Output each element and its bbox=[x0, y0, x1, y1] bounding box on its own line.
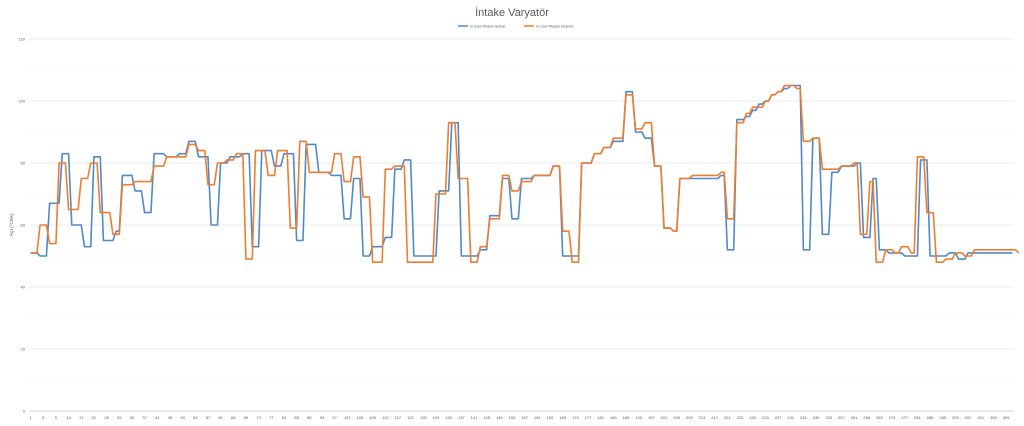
y-tick-label: 100 bbox=[18, 98, 25, 103]
x-tick-label: 121 bbox=[407, 415, 414, 420]
x-tick-label: 105 bbox=[357, 415, 364, 420]
x-tick-label: 285 bbox=[927, 415, 934, 420]
x-tick-label: 85 bbox=[294, 415, 299, 420]
x-tick-label: 101 bbox=[344, 415, 351, 420]
legend-entry-desired: In Cam Phaser Desired bbox=[524, 24, 573, 28]
x-tick-label: 273 bbox=[889, 415, 896, 420]
x-tick-label: 169 bbox=[559, 415, 566, 420]
x-tick-label: 301 bbox=[977, 415, 984, 420]
x-tick-label: 1 bbox=[29, 415, 32, 420]
x-tick-label: 293 bbox=[952, 415, 959, 420]
x-tick-label: 145 bbox=[483, 415, 490, 420]
x-tick-label: 73 bbox=[256, 415, 261, 420]
legend-entry-actual: In Cam Phaser Actual bbox=[458, 24, 505, 28]
chart-title: İntake Varyatör bbox=[475, 6, 549, 19]
series-line-desired bbox=[30, 84, 1020, 264]
series-lines bbox=[30, 84, 1020, 264]
y-tick-label: 40 bbox=[21, 284, 26, 289]
x-tick-label: 117 bbox=[395, 415, 402, 420]
x-tick-label: 125 bbox=[420, 415, 427, 420]
x-tick-label: 233 bbox=[762, 415, 769, 420]
x-tick-label: 25 bbox=[104, 415, 109, 420]
x-axis-ticks: 1 5 9 13 17 21 25 29 33 37 41 45 49 53 57 61 65 69 73 77 81 8… bbox=[29, 415, 1010, 420]
x-tick-label: 185 bbox=[610, 415, 617, 420]
y-tick-label: 80 bbox=[21, 160, 26, 165]
x-tick-label: 81 bbox=[282, 415, 287, 420]
x-tick-label: 305 bbox=[990, 415, 997, 420]
x-tick-label: 213 bbox=[699, 415, 706, 420]
x-tick-label: 29 bbox=[117, 415, 122, 420]
x-tick-label: 93 bbox=[320, 415, 325, 420]
x-tick-label: 129 bbox=[433, 415, 440, 420]
x-tick-label: 49 bbox=[180, 415, 185, 420]
x-tick-label: 77 bbox=[269, 415, 274, 420]
x-tick-label: 229 bbox=[749, 415, 756, 420]
x-tick-label: 237 bbox=[775, 415, 782, 420]
x-tick-label: 45 bbox=[168, 415, 173, 420]
x-tick-label: 109 bbox=[369, 415, 376, 420]
x-tick-label: 245 bbox=[800, 415, 807, 420]
x-tick-label: 153 bbox=[509, 415, 516, 420]
x-tick-label: 281 bbox=[914, 415, 921, 420]
y-axis-label: AÇI (°CRK) bbox=[9, 213, 14, 237]
x-tick-label: 89 bbox=[307, 415, 312, 420]
gridlines bbox=[29, 38, 1014, 412]
x-tick-label: 97 bbox=[332, 415, 337, 420]
x-tick-label: 149 bbox=[496, 415, 503, 420]
x-tick-label: 113 bbox=[382, 415, 389, 420]
legend: In Cam Phaser Actual In Cam Phaser Desir… bbox=[458, 24, 573, 28]
x-tick-label: 17 bbox=[79, 415, 84, 420]
x-tick-label: 65 bbox=[231, 415, 236, 420]
x-tick-label: 177 bbox=[585, 415, 592, 420]
y-tick-label: 60 bbox=[21, 222, 26, 227]
x-tick-label: 197 bbox=[648, 415, 655, 420]
x-tick-label: 201 bbox=[661, 415, 668, 420]
x-tick-label: 41 bbox=[155, 415, 160, 420]
x-tick-label: 137 bbox=[458, 415, 465, 420]
y-tick-label: 0 bbox=[23, 408, 26, 413]
x-tick-label: 165 bbox=[547, 415, 554, 420]
x-tick-label: 257 bbox=[838, 415, 845, 420]
x-tick-label: 277 bbox=[901, 415, 908, 420]
x-tick-label: 57 bbox=[206, 415, 211, 420]
x-tick-label: 173 bbox=[572, 415, 579, 420]
x-tick-label: 37 bbox=[142, 415, 147, 420]
x-tick-label: 217 bbox=[711, 415, 718, 420]
x-tick-label: 157 bbox=[521, 415, 528, 420]
x-tick-label: 133 bbox=[445, 415, 452, 420]
x-tick-label: 9 bbox=[55, 415, 58, 420]
x-tick-label: 225 bbox=[737, 415, 744, 420]
x-tick-label: 269 bbox=[876, 415, 883, 420]
x-tick-label: 13 bbox=[66, 415, 71, 420]
x-tick-label: 141 bbox=[471, 415, 478, 420]
x-tick-label: 181 bbox=[597, 415, 604, 420]
x-tick-label: 33 bbox=[130, 415, 135, 420]
x-tick-label: 253 bbox=[825, 415, 832, 420]
legend-label-desired: In Cam Phaser Desired bbox=[536, 24, 573, 28]
x-tick-label: 265 bbox=[863, 415, 870, 420]
x-tick-label: 297 bbox=[965, 415, 972, 420]
x-tick-label: 205 bbox=[673, 415, 680, 420]
y-tick-label: 20 bbox=[21, 346, 26, 351]
y-axis-ticks: 0 20 40 60 80 100 120 bbox=[18, 36, 25, 413]
x-tick-label: 69 bbox=[244, 415, 249, 420]
x-tick-label: 53 bbox=[193, 415, 198, 420]
x-tick-label: 209 bbox=[686, 415, 693, 420]
x-tick-label: 5 bbox=[42, 415, 45, 420]
x-tick-label: 289 bbox=[939, 415, 946, 420]
x-tick-label: 249 bbox=[813, 415, 820, 420]
y-tick-label: 120 bbox=[18, 36, 25, 41]
x-tick-label: 189 bbox=[623, 415, 630, 420]
x-tick-label: 221 bbox=[724, 415, 731, 420]
x-tick-label: 161 bbox=[534, 415, 541, 420]
x-tick-label: 61 bbox=[218, 415, 223, 420]
x-tick-label: 193 bbox=[635, 415, 642, 420]
x-tick-label: 241 bbox=[787, 415, 794, 420]
x-tick-label: 309 bbox=[1003, 415, 1010, 420]
x-tick-label: 21 bbox=[92, 415, 97, 420]
x-tick-label: 261 bbox=[851, 415, 858, 420]
legend-label-actual: In Cam Phaser Actual bbox=[470, 24, 505, 28]
